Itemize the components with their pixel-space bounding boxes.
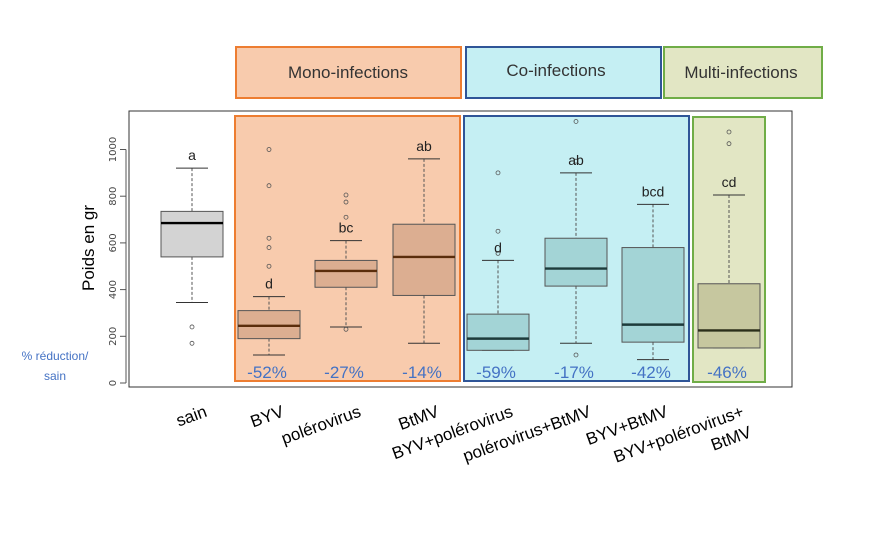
category-label: BYV bbox=[248, 402, 287, 432]
significance-letter: d bbox=[265, 276, 273, 292]
y-tick-label: 400 bbox=[108, 280, 119, 299]
outlier-point bbox=[266, 235, 272, 241]
outlier-point bbox=[266, 245, 272, 250]
reduction-label-line1: % réduction/ bbox=[22, 349, 89, 363]
co-infections-header-label: Co-infections bbox=[506, 61, 605, 80]
y-axis: 0 200 400 600 800 1000 bbox=[108, 137, 127, 386]
outlier-point bbox=[189, 324, 195, 330]
outlier-point bbox=[266, 147, 272, 152]
y-axis-label: Poids en gr bbox=[79, 205, 98, 291]
reduction-percent: -46% bbox=[707, 363, 747, 382]
category-label: polérovirus bbox=[279, 402, 364, 448]
box-body bbox=[160, 210, 224, 258]
significance-letter: d bbox=[494, 239, 502, 255]
reduction-percent: -27% bbox=[324, 363, 364, 382]
significance-letter: bc bbox=[339, 220, 354, 236]
category-label-line: BYV bbox=[248, 402, 287, 432]
y-tick-label: 1000 bbox=[108, 137, 119, 162]
boxes: a d -52% bc -27% ab -14% d -59% ab -17% bcd -42% cd -4… bbox=[160, 119, 761, 382]
box-2: d -52% bbox=[237, 147, 301, 382]
box-4: ab -14% bbox=[392, 138, 456, 382]
outlier-point bbox=[343, 199, 349, 205]
reduction-percent: -17% bbox=[554, 363, 594, 382]
outlier-point bbox=[573, 352, 579, 358]
reduction-percent: -59% bbox=[476, 363, 516, 382]
reduction-percent: -42% bbox=[631, 363, 671, 382]
outlier-point bbox=[266, 183, 272, 189]
significance-letter: ab bbox=[416, 138, 432, 154]
group-headers: Mono-infections Co-infections Multi-infe… bbox=[235, 46, 823, 99]
outlier-point bbox=[495, 228, 501, 234]
y-tick-label: 800 bbox=[108, 187, 119, 206]
y-tick-label: 200 bbox=[108, 327, 119, 346]
box-6: ab -17% bbox=[544, 119, 608, 382]
box-body bbox=[697, 283, 761, 349]
box-body bbox=[466, 313, 530, 351]
box-3: bc -27% bbox=[314, 192, 378, 382]
plot-frame bbox=[128, 110, 793, 388]
outlier-point bbox=[189, 340, 195, 346]
mono-infections-header-box bbox=[235, 46, 462, 99]
y-tick-label: 600 bbox=[108, 233, 119, 252]
outlier-point bbox=[266, 263, 272, 269]
reduction-label-line2: sain bbox=[44, 369, 66, 383]
category-label-line: sain bbox=[174, 402, 210, 431]
mono-infections-header-label: Mono-infections bbox=[288, 63, 408, 82]
outlier-point bbox=[343, 326, 349, 332]
box-7: bcd -42% bbox=[621, 183, 685, 382]
outlier-point bbox=[573, 158, 579, 164]
significance-letter: bcd bbox=[642, 183, 665, 199]
y-tick-label: 0 bbox=[108, 380, 119, 386]
box-1: a bbox=[160, 147, 224, 346]
outlier-point bbox=[343, 192, 349, 198]
box-body bbox=[621, 247, 685, 343]
box-body bbox=[314, 259, 378, 288]
box-body bbox=[544, 237, 608, 287]
box-5: d -59% bbox=[466, 170, 530, 382]
outlier-point bbox=[726, 129, 732, 135]
box-8: cd -46% bbox=[697, 129, 761, 382]
box-body bbox=[392, 223, 456, 296]
co-infections-header-box bbox=[465, 46, 662, 99]
significance-letter: cd bbox=[722, 174, 737, 190]
outlier-point bbox=[573, 119, 579, 124]
significance-letter: ab bbox=[568, 152, 584, 168]
category-label-line: polérovirus bbox=[279, 402, 364, 448]
outlier-point bbox=[495, 170, 501, 176]
reduction-percent: -14% bbox=[402, 363, 442, 382]
multi-infections-header-box bbox=[663, 46, 823, 99]
significance-letter: a bbox=[188, 147, 196, 163]
category-label: sain bbox=[174, 402, 210, 431]
outlier-point bbox=[726, 141, 732, 147]
reduction-percent: -52% bbox=[247, 363, 287, 382]
outlier-point bbox=[343, 214, 349, 220]
outlier-point bbox=[495, 251, 501, 256]
multi-infections-header-label: Multi-infections bbox=[684, 63, 797, 82]
